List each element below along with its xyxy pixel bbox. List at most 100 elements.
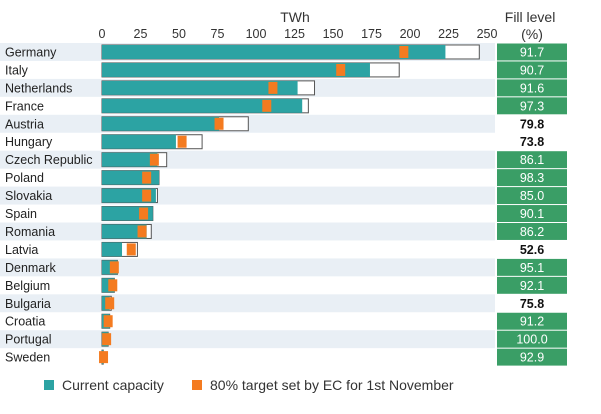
target-marker xyxy=(126,243,136,256)
country-label: Portugal xyxy=(5,333,52,347)
fill-level-cell xyxy=(497,223,567,240)
fill-level-cell xyxy=(497,151,567,169)
x-tick-label: 150 xyxy=(323,27,344,41)
country-label: Netherlands xyxy=(5,81,72,95)
legend-target-swatch xyxy=(192,380,202,390)
country-label: Denmark xyxy=(5,261,56,275)
country-labels: Germany Italy Netherlands France Austria Hung… xyxy=(5,45,93,364)
target-marker xyxy=(399,45,409,58)
fill-level-value: 86.2 xyxy=(520,225,544,239)
fill-level-cell xyxy=(497,330,567,348)
country-label: Spain xyxy=(5,207,37,221)
fill-level-cell xyxy=(497,187,567,205)
fill-level-value: 86.1 xyxy=(520,153,544,167)
target-marker xyxy=(109,261,119,274)
current-capacity-bar xyxy=(102,224,147,239)
country-label: Austria xyxy=(5,117,44,131)
country-label: Sweden xyxy=(5,351,50,365)
country-label: Bulgaria xyxy=(5,297,51,311)
row-background xyxy=(0,186,495,205)
country-label: Slovakia xyxy=(5,189,52,203)
fill-level-value: 98.3 xyxy=(520,171,544,185)
current-capacity-bar xyxy=(102,44,446,59)
country-label: Croatia xyxy=(5,315,45,329)
target-marker xyxy=(103,315,113,328)
current-capacity-bar xyxy=(102,152,158,167)
fill-level-value: 90.7 xyxy=(520,63,544,77)
fill-level-cell xyxy=(497,169,567,187)
current-capacity-bar xyxy=(102,116,220,131)
x-tick-label: 75 xyxy=(211,27,225,41)
fill-level-value: 91.7 xyxy=(520,45,544,59)
country-label: Romania xyxy=(5,225,55,239)
legend-target-label: 80% target set by EC for 1st November xyxy=(210,377,454,393)
current-capacity-bar xyxy=(102,242,123,257)
row-background xyxy=(0,258,495,277)
legend: Current capacity 80% target set by EC fo… xyxy=(44,377,454,393)
row-background xyxy=(0,294,495,313)
country-label: France xyxy=(5,99,44,113)
target-marker xyxy=(268,81,278,94)
x-tick-label: 200 xyxy=(400,27,421,41)
fill-level-value: 100.0 xyxy=(516,333,547,347)
row-background xyxy=(0,330,495,349)
fill-level-cell xyxy=(497,348,567,366)
target-marker xyxy=(139,207,149,220)
legend-current-label: Current capacity xyxy=(62,377,164,393)
fill-level-cell xyxy=(497,312,567,330)
fill-level-value: 92.9 xyxy=(520,351,544,365)
fill-level-value: 73.8 xyxy=(520,135,544,149)
legend-current-swatch xyxy=(44,380,54,390)
fill-level-value: 91.6 xyxy=(520,81,544,95)
current-capacity-bar xyxy=(102,80,298,95)
bars xyxy=(99,44,480,365)
country-label: Belgium xyxy=(5,279,50,293)
target-marker xyxy=(214,117,224,130)
current-capacity-bar xyxy=(102,98,303,113)
fill-level-value: 75.8 xyxy=(520,297,544,311)
target-marker xyxy=(137,225,147,238)
country-label: Latvia xyxy=(5,243,38,257)
fill-level-cell xyxy=(497,276,567,294)
fill-level-value: 91.2 xyxy=(520,315,544,329)
fill-level-value: 52.6 xyxy=(520,243,544,257)
fill-level-value: 95.1 xyxy=(520,261,544,275)
country-label: Italy xyxy=(5,63,29,77)
fill-level-cell xyxy=(497,258,567,276)
target-marker xyxy=(99,351,109,364)
fill-level-cell xyxy=(497,61,567,79)
fill-level-value: 90.1 xyxy=(520,207,544,221)
current-capacity-bar xyxy=(102,62,370,77)
row-background xyxy=(0,222,495,241)
x-tick-label: 125 xyxy=(284,27,305,41)
fill-level-column: 91.7 90.7 91.6 97.3 79.8 73.8 86.1 98.3 85.0 90.1… xyxy=(497,43,567,366)
x-tick-label: 0 xyxy=(99,27,106,41)
x-tick-label: 175 xyxy=(361,27,382,41)
fill-level-header: Fill level (%) xyxy=(505,9,559,42)
x-tick-label: 50 xyxy=(172,27,186,41)
x-axis-label: TWh xyxy=(280,9,310,25)
target-marker xyxy=(105,297,115,310)
target-marker xyxy=(262,99,272,112)
target-marker xyxy=(108,279,118,292)
x-tick-label: 100 xyxy=(246,27,267,41)
country-label: Poland xyxy=(5,171,44,185)
x-tick-label: 25 xyxy=(134,27,148,41)
target-marker xyxy=(142,189,152,202)
country-label: Hungary xyxy=(5,135,53,149)
country-label: Czech Republic xyxy=(5,153,93,167)
target-marker xyxy=(336,63,346,76)
target-marker xyxy=(142,171,152,184)
x-tick-label: 250 xyxy=(477,27,498,41)
country-label: Germany xyxy=(5,45,57,59)
fill-level-cell xyxy=(497,205,567,222)
target-marker xyxy=(149,153,159,166)
fill-level-value: 97.3 xyxy=(520,99,544,113)
fill-level-value: 92.1 xyxy=(520,279,544,293)
fill-level-value: 79.8 xyxy=(520,117,544,131)
current-capacity-bar xyxy=(102,134,176,149)
target-marker xyxy=(102,333,112,346)
target-marker xyxy=(177,135,187,148)
fill-level-cell xyxy=(497,79,567,97)
